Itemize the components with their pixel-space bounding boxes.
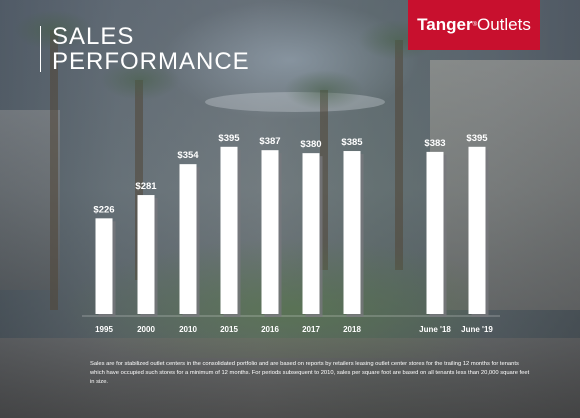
palm-crown [284,70,364,110]
bar-2000 [137,195,155,314]
bar-June '19 [468,146,486,314]
palm-trunk [135,80,143,280]
value-label: $226 [93,204,114,215]
category-label: 2000 [137,325,155,334]
title-line-2: PERFORMANCE [52,48,250,75]
value-label: $383 [424,138,445,149]
value-label: $387 [259,136,280,147]
category-label: June '19 [461,325,493,334]
palm-trunk [395,40,403,270]
category-label: June '18 [419,325,451,334]
palm-trunk [320,90,328,270]
plaza-ground [0,338,580,418]
bar-2015 [220,146,238,314]
value-label: $395 [466,133,488,144]
value-label: $395 [218,133,240,144]
category-label: 2010 [179,325,197,334]
bar-2010 [179,164,197,314]
bar-1995 [95,218,113,314]
bar-2017 [302,153,320,314]
palm-crown [14,10,94,50]
palm-crown [100,60,180,100]
logo-registered-mark: ® [472,22,477,28]
page-title: SALES PERFORMANCE [52,24,250,74]
bar-2018 [343,151,361,314]
footnote: Sales are for stabilized outlet centers … [90,361,530,385]
title-rule [40,26,41,72]
category-label: 2015 [220,325,238,334]
category-label: 2016 [261,325,279,334]
category-label: 2017 [302,325,320,334]
palm-trunk [50,30,58,310]
category-label: 1995 [95,325,113,334]
logo-bold-text: Tanger [417,15,473,34]
value-label: $354 [177,150,199,161]
bar-2016 [261,150,279,314]
tanger-outlets-logo: Tanger ® Outlets [408,0,540,50]
value-label: $385 [341,137,363,148]
bar-June '18 [426,151,444,314]
category-label: 2018 [343,325,361,334]
logo-text: Outlets [476,15,531,34]
value-label: $380 [300,139,321,150]
title-line-1: SALES [52,23,135,50]
value-label: $281 [135,181,157,192]
